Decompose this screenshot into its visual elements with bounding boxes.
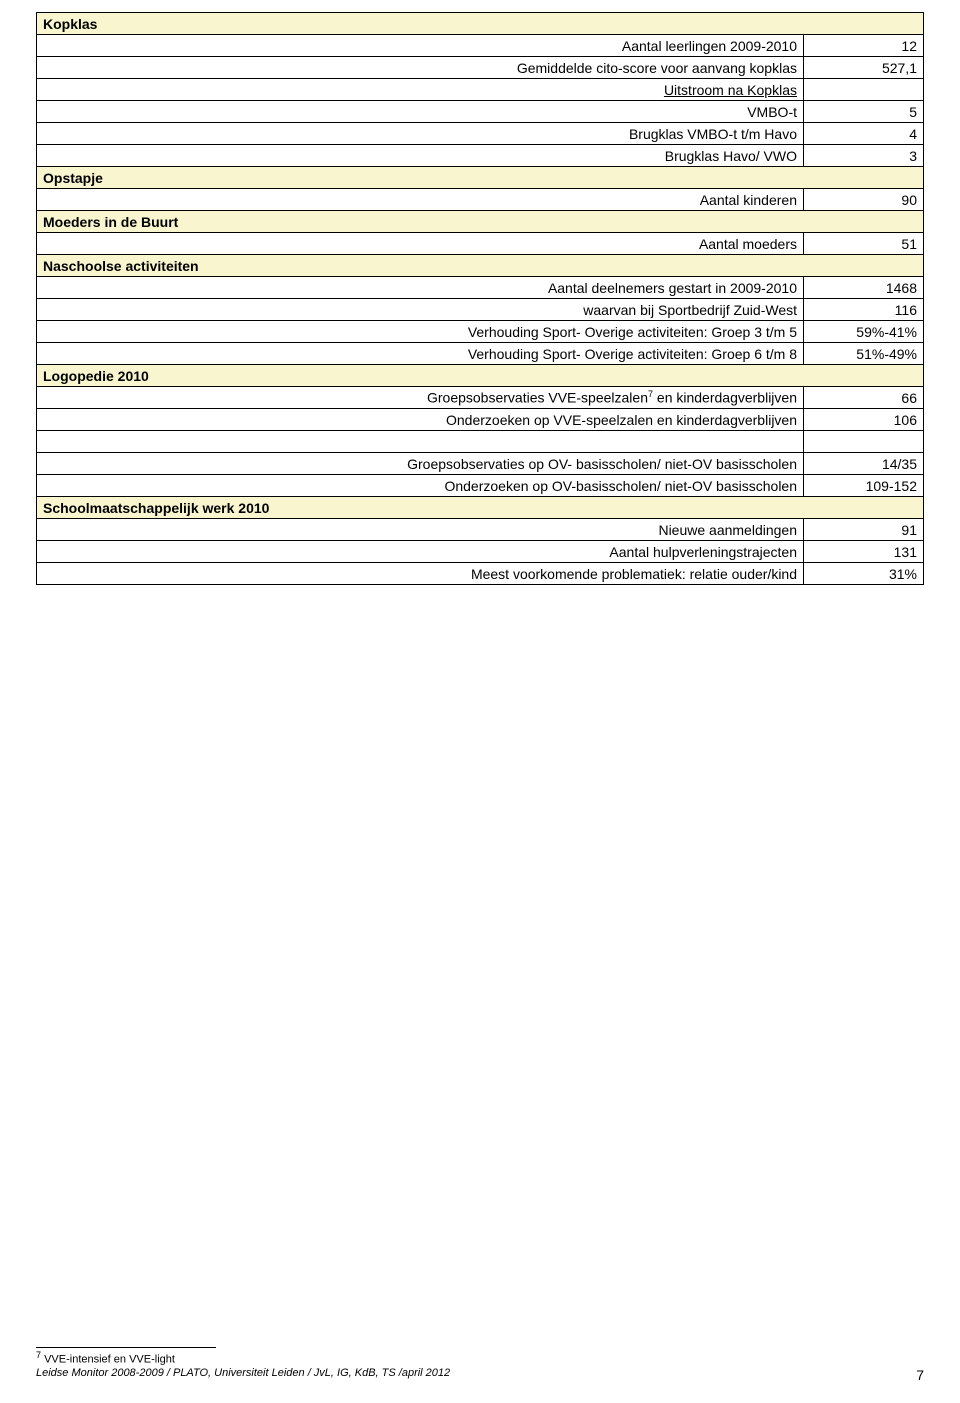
row-value: 1468 [804,277,924,299]
row-label: Groepsobservaties VVE-speelzalen7 en kin… [37,387,804,409]
footer-citation: Leidse Monitor 2008-2009 / PLATO, Univer… [36,1367,450,1383]
row-label: Verhouding Sport- Overige activiteiten: … [37,343,804,365]
row-label: waarvan bij Sportbedrijf Zuid-West [37,299,804,321]
section-header-naschoolse: Naschoolse activiteiten [37,255,924,277]
page-number: 7 [916,1367,924,1383]
row-value: 31% [804,563,924,585]
row-value: 106 [804,409,924,431]
row-label: Aantal deelnemers gestart in 2009-2010 [37,277,804,299]
footer-block: 7 VVE-intensief en VVE-light Leidse Moni… [36,1347,924,1383]
row-label: Nieuwe aanmeldingen [37,519,804,541]
section-header-kopklas: Kopklas [37,13,924,35]
row-value: 5 [804,101,924,123]
section-header-opstapje: Opstapje [37,167,924,189]
footer-line: Leidse Monitor 2008-2009 / PLATO, Univer… [36,1367,924,1383]
row-value: 116 [804,299,924,321]
row-label: Groepsobservaties op OV- basisscholen/ n… [37,453,804,475]
footnote-rule [36,1347,216,1348]
empty-cell [804,431,924,453]
row-label: Brugklas Havo/ VWO [37,145,804,167]
row-label: Aantal moeders [37,233,804,255]
empty-cell [804,79,924,101]
row-label: Meest voorkomende problematiek: relatie … [37,563,804,585]
row-label: Verhouding Sport- Overige activiteiten: … [37,321,804,343]
section-header-school: Schoolmaatschappelijk werk 2010 [37,497,924,519]
page-container: Kopklas Aantal leerlingen 2009-2010 12 G… [0,0,960,585]
row-value: 90 [804,189,924,211]
row-label: Onderzoeken op VVE-speelzalen en kinderd… [37,409,804,431]
label-pre: Groepsobservaties VVE-speelzalen [427,390,648,406]
row-value: 59%-41% [804,321,924,343]
row-value: 51%-49% [804,343,924,365]
row-value: 12 [804,35,924,57]
empty-cell [37,431,804,453]
footnote-marker: 7 [36,1350,41,1360]
row-label: Aantal leerlingen 2009-2010 [37,35,804,57]
row-value: 4 [804,123,924,145]
label-post: en kinderdagverblijven [653,390,797,406]
data-table: Kopklas Aantal leerlingen 2009-2010 12 G… [36,12,924,585]
subheading-uitstroom: Uitstroom na Kopklas [37,79,804,101]
row-value: 91 [804,519,924,541]
row-value: 527,1 [804,57,924,79]
row-value: 109-152 [804,475,924,497]
row-label: VMBO-t [37,101,804,123]
row-value: 14/35 [804,453,924,475]
footnote: 7 VVE-intensief en VVE-light [36,1350,924,1367]
row-value: 131 [804,541,924,563]
row-label: Brugklas VMBO-t t/m Havo [37,123,804,145]
row-value: 3 [804,145,924,167]
row-value: 51 [804,233,924,255]
row-value: 66 [804,387,924,409]
row-label: Gemiddelde cito-score voor aanvang kopkl… [37,57,804,79]
section-header-moeders: Moeders in de Buurt [37,211,924,233]
footnote-text: VVE-intensief en VVE-light [44,1354,175,1366]
section-header-logopedie: Logopedie 2010 [37,365,924,387]
subheading-text: Uitstroom na Kopklas [664,82,797,98]
row-label: Onderzoeken op OV-basisscholen/ niet-OV … [37,475,804,497]
row-label: Aantal kinderen [37,189,804,211]
row-label: Aantal hulpverleningstrajecten [37,541,804,563]
